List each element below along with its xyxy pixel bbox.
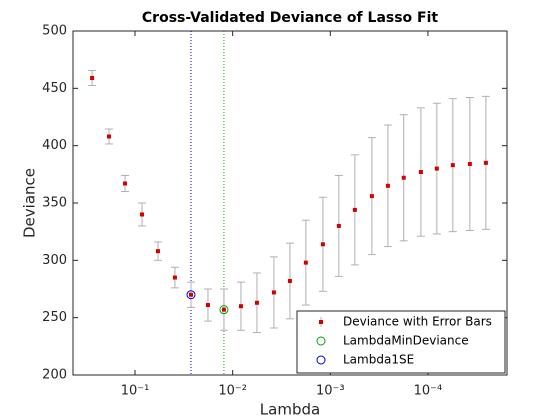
point <box>107 134 112 139</box>
point <box>483 160 488 165</box>
y-tick-label: 300 <box>42 253 67 268</box>
point <box>205 303 210 308</box>
legend-label: LambdaMinDeviance <box>343 334 469 348</box>
y-axis-label: Deviance <box>21 168 39 238</box>
point <box>221 307 226 312</box>
point <box>303 260 308 265</box>
y-tick-label: 500 <box>42 24 67 39</box>
point <box>139 212 144 217</box>
y-tick-label: 400 <box>42 138 67 153</box>
x-tick-label: 10⁻² <box>218 384 247 399</box>
highlight-marker <box>219 305 229 315</box>
chart-title: Cross-Validated Deviance of Lasso Fit <box>142 10 439 26</box>
legend-swatch <box>316 336 326 346</box>
point <box>155 249 160 254</box>
legend-box <box>296 310 506 374</box>
y-tick-label: 200 <box>42 368 67 383</box>
point <box>271 290 276 295</box>
legend-swatch <box>316 355 326 365</box>
point <box>450 163 455 168</box>
point <box>189 292 194 297</box>
legend-swatch <box>319 320 323 324</box>
x-tick-label: 10⁻¹ <box>121 384 150 399</box>
point <box>287 278 292 283</box>
y-tick-label: 250 <box>42 310 67 325</box>
y-tick-label: 350 <box>42 196 67 211</box>
y-tick-label: 450 <box>42 81 67 96</box>
point <box>401 175 406 180</box>
point <box>172 275 177 280</box>
highlight-marker <box>186 290 196 300</box>
legend-label: Deviance with Error Bars <box>343 315 492 329</box>
point <box>238 304 243 309</box>
point <box>467 162 472 167</box>
plot-frame <box>72 30 508 376</box>
point <box>320 242 325 247</box>
point <box>254 300 259 305</box>
legend-label: Lambda1SE <box>343 353 414 367</box>
point <box>336 223 341 228</box>
x-tick-label: 10⁻³ <box>316 384 345 399</box>
point <box>385 183 390 188</box>
point <box>123 181 128 186</box>
x-tick-label: 10⁻⁴ <box>414 384 443 399</box>
point <box>90 76 95 81</box>
point <box>434 166 439 171</box>
point <box>369 194 374 199</box>
point <box>352 207 357 212</box>
point <box>418 170 423 175</box>
x-axis-label: Lambda <box>260 401 320 419</box>
